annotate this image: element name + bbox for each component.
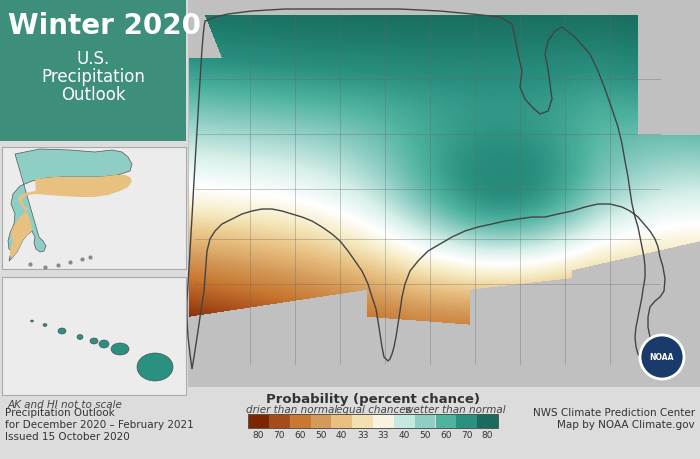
Text: 70: 70	[461, 430, 472, 439]
Text: Issued 15 October 2020: Issued 15 October 2020	[5, 431, 130, 441]
Text: 50: 50	[315, 430, 327, 439]
Text: Winter 2020: Winter 2020	[8, 12, 201, 40]
FancyBboxPatch shape	[435, 414, 456, 428]
Text: wetter than normal: wetter than normal	[405, 404, 506, 414]
Ellipse shape	[77, 335, 83, 340]
FancyBboxPatch shape	[0, 0, 186, 142]
Text: equal chances: equal chances	[335, 404, 410, 414]
FancyBboxPatch shape	[394, 414, 414, 428]
Text: AK and HI not to scale: AK and HI not to scale	[8, 399, 123, 409]
Ellipse shape	[111, 343, 129, 355]
Ellipse shape	[137, 353, 173, 381]
Text: 50: 50	[419, 430, 430, 439]
Text: Map by NOAA Climate.gov: Map by NOAA Climate.gov	[557, 419, 695, 429]
Ellipse shape	[43, 324, 47, 327]
Text: 60: 60	[440, 430, 452, 439]
FancyBboxPatch shape	[477, 414, 498, 428]
Text: NOAA: NOAA	[650, 353, 674, 362]
Ellipse shape	[99, 340, 109, 348]
FancyBboxPatch shape	[331, 414, 352, 428]
Text: U.S.: U.S.	[76, 50, 110, 68]
Text: NWS Climate Prediction Center: NWS Climate Prediction Center	[533, 407, 695, 417]
FancyBboxPatch shape	[456, 414, 477, 428]
Text: Precipitation: Precipitation	[41, 68, 145, 86]
Circle shape	[640, 335, 684, 379]
Text: Probability (percent chance): Probability (percent chance)	[266, 392, 480, 405]
Text: 70: 70	[274, 430, 285, 439]
Text: Outlook: Outlook	[61, 86, 125, 104]
Text: 40: 40	[398, 430, 410, 439]
FancyBboxPatch shape	[2, 148, 186, 269]
FancyBboxPatch shape	[352, 414, 373, 428]
FancyBboxPatch shape	[414, 414, 435, 428]
Text: 60: 60	[294, 430, 306, 439]
Text: for December 2020 – February 2021: for December 2020 – February 2021	[5, 419, 194, 429]
FancyBboxPatch shape	[2, 277, 186, 395]
Text: 80: 80	[482, 430, 494, 439]
Ellipse shape	[58, 328, 66, 334]
FancyBboxPatch shape	[290, 414, 311, 428]
Text: 40: 40	[336, 430, 347, 439]
FancyBboxPatch shape	[188, 0, 700, 387]
Text: 80: 80	[253, 430, 264, 439]
Ellipse shape	[90, 338, 98, 344]
Polygon shape	[8, 150, 132, 262]
FancyBboxPatch shape	[373, 414, 394, 428]
Text: 33: 33	[357, 430, 368, 439]
Text: 33: 33	[378, 430, 389, 439]
Ellipse shape	[31, 320, 34, 322]
Text: drier than normal: drier than normal	[246, 404, 337, 414]
Text: Precipitation Outlook: Precipitation Outlook	[5, 407, 115, 417]
FancyBboxPatch shape	[311, 414, 331, 428]
FancyBboxPatch shape	[248, 414, 269, 428]
FancyBboxPatch shape	[269, 414, 290, 428]
Polygon shape	[10, 176, 132, 258]
